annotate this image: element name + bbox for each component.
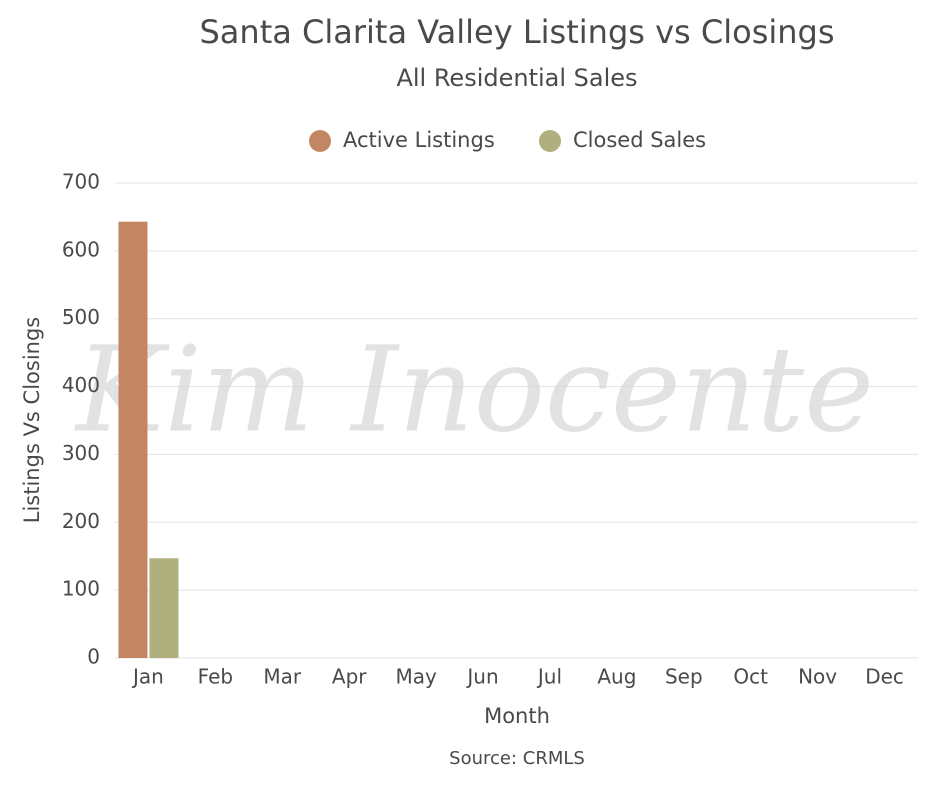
x-tick-label: Jun (465, 665, 498, 689)
watermark: Kim Inocente (74, 321, 874, 459)
y-tick-label: 400 (62, 373, 100, 397)
x-tick-label: Feb (198, 665, 233, 689)
y-tick-label: 700 (62, 170, 100, 194)
y-tick-label: 100 (62, 577, 100, 601)
x-tick-label: Sep (665, 665, 703, 689)
bar (149, 558, 179, 658)
legend-marker (309, 130, 331, 152)
x-tick-label: Jan (131, 665, 164, 689)
x-tick-label: Jul (536, 665, 562, 689)
legend-label: Active Listings (343, 128, 495, 152)
x-tick-label: Mar (263, 665, 302, 689)
y-tick-label: 500 (62, 305, 100, 329)
x-tick-label: Oct (733, 665, 768, 689)
x-tick-label: Nov (798, 665, 837, 689)
chart-title: Santa Clarita Valley Listings vs Closing… (199, 13, 834, 51)
bar (118, 221, 148, 658)
x-tick-label: May (395, 665, 437, 689)
y-tick-label: 300 (62, 441, 100, 465)
x-tick-label: Aug (597, 665, 636, 689)
y-tick-label: 600 (62, 237, 100, 261)
source: Source: CRMLS (449, 748, 585, 769)
x-axis-label: Month (484, 704, 550, 728)
chart-subtitle: All Residential Sales (396, 64, 637, 92)
y-axis-label: Listings Vs Closings (20, 317, 44, 523)
legend-marker (539, 130, 561, 152)
y-tick-label: 0 (87, 645, 100, 669)
y-tick-label: 200 (62, 509, 100, 533)
x-tick-label: Apr (332, 665, 367, 689)
legend-label: Closed Sales (573, 128, 706, 152)
x-tick-label: Dec (865, 665, 904, 689)
